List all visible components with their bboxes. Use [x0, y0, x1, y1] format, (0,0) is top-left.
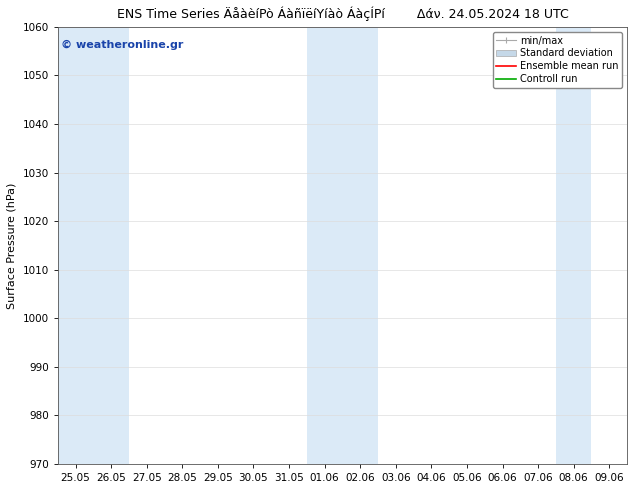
- Bar: [58, 27, 93, 464]
- Y-axis label: Surface Pressure (hPa): Surface Pressure (hPa): [7, 182, 17, 309]
- Legend: min/max, Standard deviation, Ensemble mean run, Controll run: min/max, Standard deviation, Ensemble me…: [493, 32, 622, 88]
- Bar: [342, 27, 378, 464]
- Title: ENS Time Series ÄåàèíPò ÁàñïëíYíàò ÁàçÍPí        Δάν. 24.05.2024 18 UTC: ENS Time Series ÄåàèíPò ÁàñïëíYíàò ÁàçÍP…: [117, 7, 568, 22]
- Bar: [556, 27, 592, 464]
- Bar: [307, 27, 342, 464]
- Text: © weatheronline.gr: © weatheronline.gr: [61, 40, 183, 50]
- Bar: [93, 27, 129, 464]
